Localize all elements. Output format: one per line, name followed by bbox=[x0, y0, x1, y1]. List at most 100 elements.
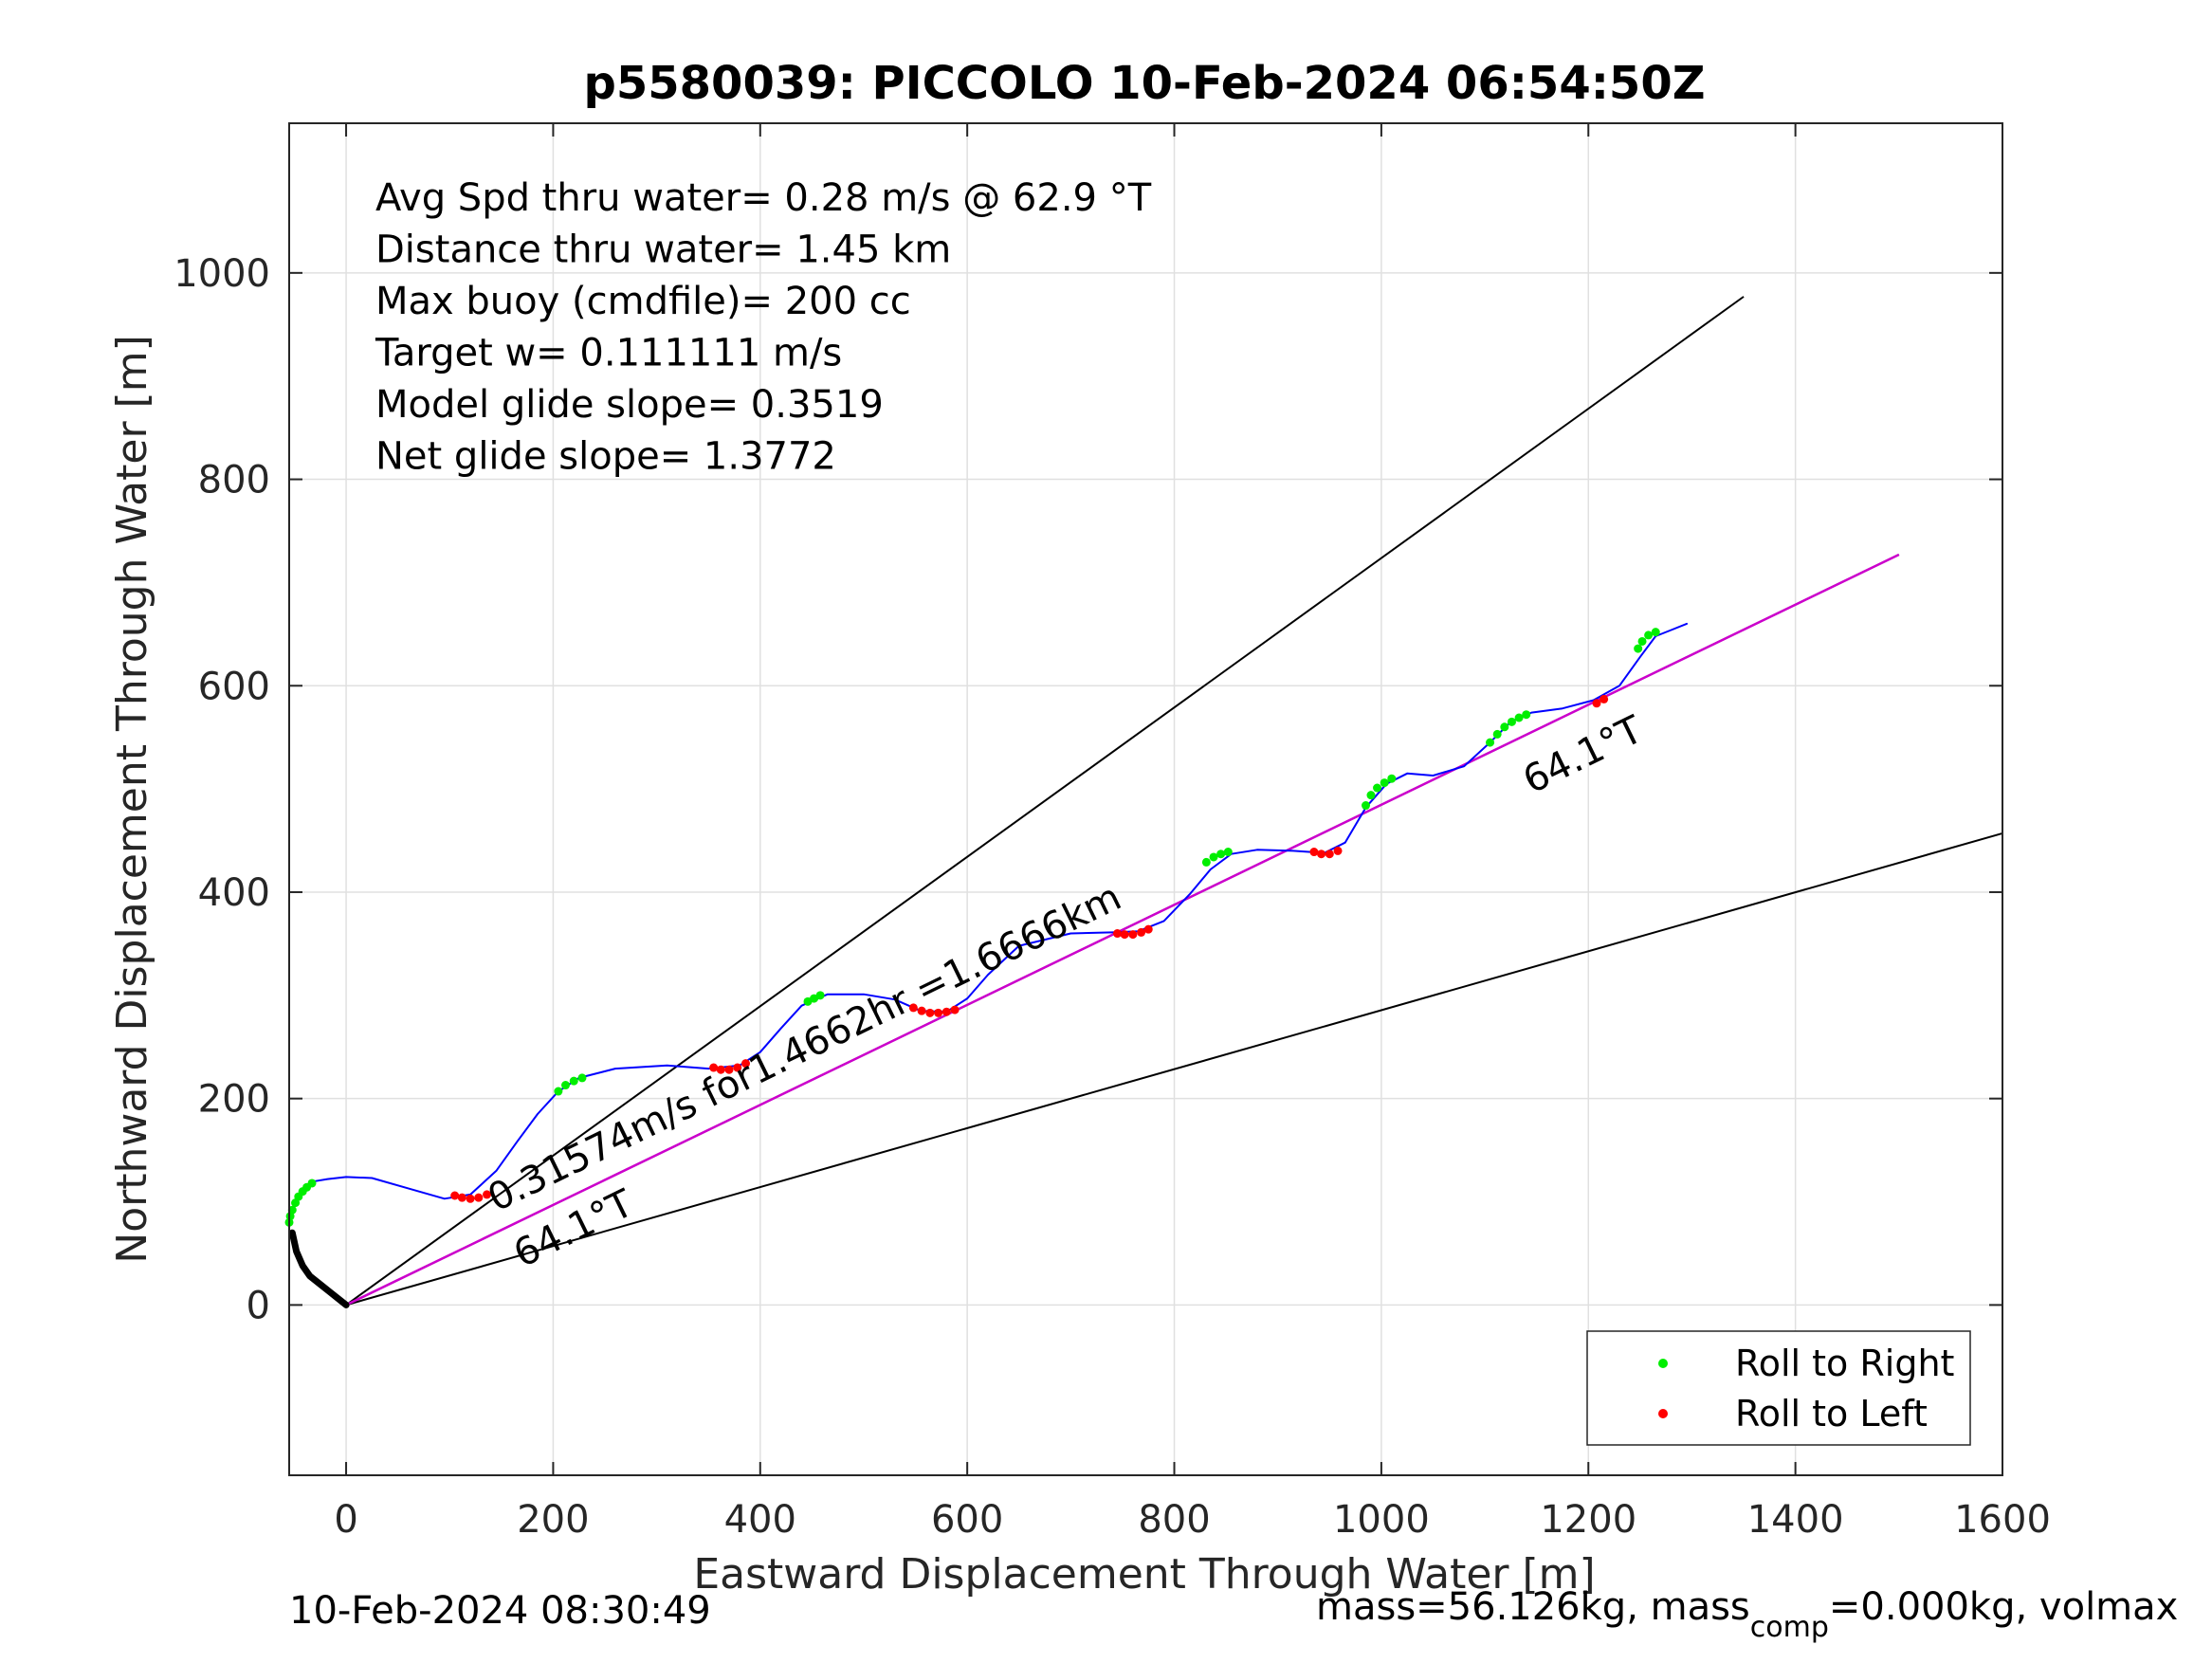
roll-right-point bbox=[569, 1076, 578, 1086]
legend-marker bbox=[1658, 1359, 1668, 1368]
roll-right-point bbox=[1634, 644, 1643, 653]
roll-left-point bbox=[1309, 848, 1319, 857]
x-tick-label: 1600 bbox=[1954, 1498, 2051, 1542]
reference-line bbox=[345, 553, 1900, 1307]
roll-left-point bbox=[941, 1007, 951, 1016]
stats-line: Max buoy (cmdfile)= 200 cc bbox=[375, 280, 911, 323]
roll-right-point bbox=[1380, 778, 1389, 788]
y-tick-label: 800 bbox=[198, 459, 270, 503]
roll-left-point bbox=[457, 1193, 466, 1202]
y-tick-label: 200 bbox=[198, 1078, 270, 1122]
track-line bbox=[288, 622, 1688, 1218]
stats-line: Net glide slope= 1.3772 bbox=[375, 435, 836, 479]
roll-right-point bbox=[307, 1179, 317, 1188]
roll-right-point bbox=[1486, 738, 1495, 747]
roll-left-point bbox=[1143, 924, 1153, 934]
roll-left-point bbox=[466, 1194, 475, 1203]
legend-label: Roll to Right bbox=[1735, 1343, 1954, 1384]
roll-right-point bbox=[1216, 850, 1226, 859]
x-tick-label: 200 bbox=[517, 1498, 589, 1542]
roll-markers bbox=[284, 628, 1660, 1227]
roll-left-point bbox=[1128, 930, 1138, 940]
y-tick-label: 0 bbox=[247, 1284, 270, 1327]
roll-right-point bbox=[554, 1087, 563, 1096]
footer-timestamp: 10-Feb-2024 08:30:49 bbox=[289, 1589, 711, 1633]
plot-frame bbox=[288, 122, 2003, 1476]
roll-left-point bbox=[934, 1008, 943, 1017]
roll-left-point bbox=[716, 1065, 725, 1074]
footer-mass-subscript: comp bbox=[1750, 1611, 1829, 1644]
roll-left-point bbox=[474, 1193, 484, 1202]
roll-left-point bbox=[925, 1008, 935, 1017]
roll-left-point bbox=[724, 1065, 734, 1074]
legend-box bbox=[1586, 1330, 1971, 1446]
axis-ticks: 0 200 400 600 800 1000 1200 1400 1600 0 200 400 600 8… bbox=[174, 123, 2051, 1542]
roll-right-point bbox=[1507, 717, 1516, 726]
legend-marker bbox=[1658, 1409, 1668, 1418]
x-tick-label: 1200 bbox=[1540, 1498, 1636, 1542]
y-tick-label: 1000 bbox=[174, 252, 270, 296]
stats-line: Target w= 0.111111 m/s bbox=[375, 332, 842, 375]
roll-left-point bbox=[1112, 929, 1122, 939]
roll-left-point bbox=[1137, 927, 1146, 937]
roll-left-point bbox=[450, 1191, 460, 1200]
roll-left-point bbox=[733, 1063, 742, 1072]
legend-label: Roll to Left bbox=[1735, 1393, 1928, 1435]
stats-line: Model glide slope= 0.3519 bbox=[375, 383, 884, 427]
x-tick-label: 400 bbox=[724, 1498, 796, 1542]
roll-right-point bbox=[1651, 628, 1660, 637]
footer-mass-left: mass=56.126kg, mass bbox=[1316, 1585, 1750, 1629]
roll-right-point bbox=[1373, 783, 1382, 793]
roll-left-point bbox=[1317, 850, 1326, 859]
roll-right-point bbox=[1387, 774, 1397, 783]
roll-right-point bbox=[577, 1073, 587, 1083]
roll-left-point bbox=[917, 1006, 926, 1015]
roll-right-point bbox=[1492, 729, 1502, 739]
roll-right-point bbox=[1522, 710, 1531, 720]
roll-left-point bbox=[1592, 699, 1601, 708]
roll-right-point bbox=[287, 1205, 297, 1215]
stats-line: Avg Spd thru water= 0.28 m/s @ 62.9 °T bbox=[375, 176, 1152, 220]
roll-right-point bbox=[561, 1081, 571, 1090]
x-tick-label: 800 bbox=[1138, 1498, 1210, 1542]
roll-left-point bbox=[1120, 930, 1129, 940]
chart-title: p5580039: PICCOLO 10-Feb-2024 06:54:50Z bbox=[583, 57, 1705, 110]
roll-left-point bbox=[709, 1063, 719, 1072]
roll-right-point bbox=[1209, 852, 1218, 862]
x-tick-label: 0 bbox=[334, 1498, 357, 1542]
glider-track bbox=[288, 622, 1688, 1308]
roll-right-point bbox=[1500, 722, 1509, 732]
roll-right-point bbox=[1201, 857, 1211, 867]
footer-mass-right: =0.000kg, volmax bbox=[1829, 1585, 2178, 1629]
roll-right-point bbox=[1637, 636, 1647, 646]
y-tick-label: 600 bbox=[198, 665, 270, 708]
roll-right-point bbox=[815, 991, 825, 1000]
stats-text-block: Avg Spd thru water= 0.28 m/s @ 62.9 °T Di… bbox=[375, 176, 1152, 479]
roll-right-point bbox=[1362, 801, 1371, 811]
roll-left-point bbox=[1333, 846, 1343, 855]
x-tick-label: 1000 bbox=[1333, 1498, 1430, 1542]
reference-line bbox=[345, 296, 1745, 1307]
y-axis-label: Northward Displacement Through Water [m] bbox=[108, 335, 156, 1263]
reference-lines bbox=[345, 296, 2003, 1307]
x-tick-label: 1400 bbox=[1747, 1498, 1844, 1542]
roll-right-point bbox=[1223, 848, 1233, 857]
footer-mass-info: mass=56.126kg, masscomp=0.000kg, volmax bbox=[1316, 1585, 2178, 1644]
roll-right-point bbox=[1644, 630, 1654, 640]
start-segment-line bbox=[288, 1229, 350, 1308]
roll-left-point bbox=[741, 1059, 751, 1069]
legend: Roll to Right Roll to Left bbox=[1586, 1330, 1971, 1446]
roll-right-point bbox=[1514, 713, 1524, 722]
y-tick-label: 400 bbox=[198, 871, 270, 915]
stats-line: Distance thru water= 1.45 km bbox=[375, 228, 951, 272]
reference-line bbox=[345, 832, 2003, 1307]
x-tick-label: 600 bbox=[931, 1498, 1003, 1542]
roll-left-point bbox=[483, 1190, 492, 1199]
roll-left-point bbox=[1600, 694, 1609, 704]
roll-right-point bbox=[1366, 791, 1376, 800]
roll-left-point bbox=[950, 1005, 960, 1014]
roll-left-point bbox=[1325, 850, 1334, 859]
x-axis-label: Eastward Displacement Through Water [m] bbox=[693, 1550, 1595, 1599]
